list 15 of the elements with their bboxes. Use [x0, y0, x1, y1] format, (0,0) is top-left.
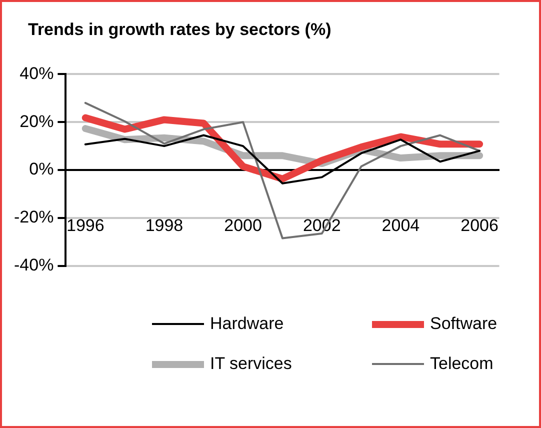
- y-tick-label: 20%: [20, 112, 54, 131]
- legend-label: IT services: [210, 354, 292, 374]
- x-tick-label: 1998: [145, 216, 184, 235]
- x-tick-label: 2006: [460, 216, 498, 235]
- x-tick-label: 1996: [66, 216, 104, 235]
- chart-title: Trends in growth rates by sectors (%): [28, 20, 332, 40]
- x-tick-label: 2000: [224, 216, 262, 235]
- y-tick-label: -40%: [14, 255, 54, 274]
- y-tick-label: 40%: [20, 64, 54, 83]
- legend-label: Hardware: [210, 314, 284, 334]
- y-tick-label: -20%: [14, 208, 54, 227]
- legend-label: Software: [430, 314, 498, 334]
- y-tick-label: 0%: [29, 160, 54, 179]
- legend-label: Telecom: [430, 354, 494, 374]
- x-tick-label: 2004: [382, 216, 420, 235]
